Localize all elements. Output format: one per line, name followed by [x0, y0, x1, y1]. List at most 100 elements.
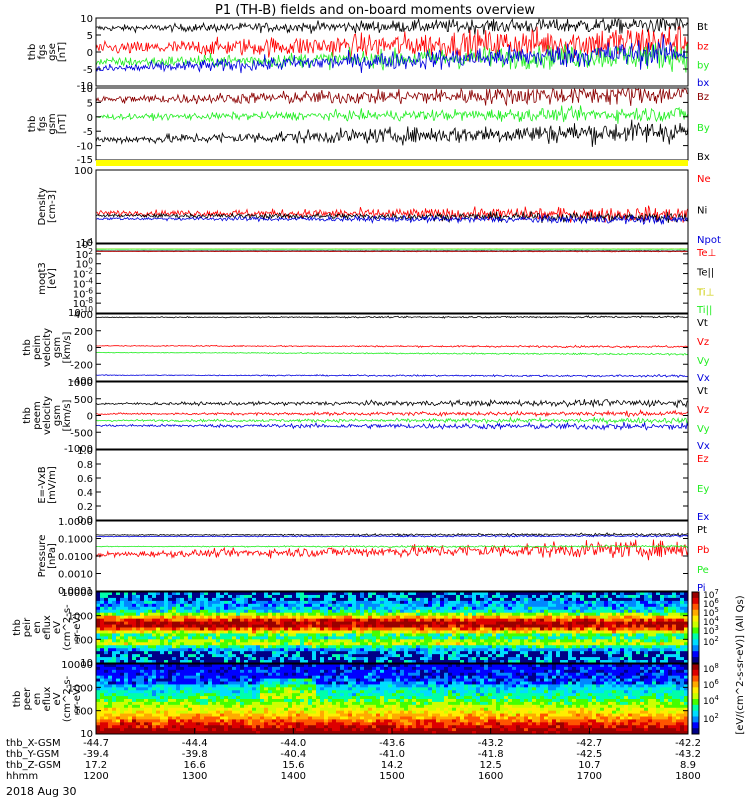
series-line-Vy [95, 351, 689, 356]
heatmap-cell [520, 592, 525, 596]
heatmap-cell [664, 609, 669, 614]
heatmap-cell [600, 645, 605, 649]
heatmap-cell [328, 615, 333, 620]
heatmap-cell [664, 657, 669, 661]
heatmap-cell [104, 639, 109, 643]
heatmap-cell [156, 675, 161, 679]
heatmap-cell [384, 615, 389, 620]
heatmap-cell [676, 654, 681, 658]
heatmap-cell [104, 725, 109, 729]
heatmap-cell [300, 597, 305, 602]
heatmap-cell [164, 681, 169, 685]
heatmap-cell [624, 654, 629, 658]
heatmap-cell [160, 716, 165, 720]
heatmap-cell [236, 707, 241, 712]
heatmap-cell [176, 660, 181, 664]
heatmap-cell [352, 627, 357, 631]
heatmap-cell [328, 603, 333, 608]
heatmap-cell [284, 716, 289, 720]
heatmap-cell [144, 633, 149, 637]
heatmap-cell [308, 592, 313, 596]
heatmap-cell [452, 630, 457, 634]
heatmap-cell [284, 719, 289, 723]
heatmap-cell [580, 592, 585, 596]
heatmap-cell [256, 648, 261, 652]
heatmap-cell [656, 633, 661, 637]
heatmap-cell [524, 594, 529, 599]
heatmap-cell [648, 642, 653, 646]
heatmap-cell [128, 675, 133, 679]
heatmap-cell [448, 654, 453, 658]
heatmap-cell [184, 645, 189, 649]
heatmap-cell [168, 654, 173, 658]
heatmap-cell [216, 704, 221, 709]
heatmap-cell [184, 696, 189, 700]
heatmap-cell [508, 660, 513, 664]
heatmap-cell [160, 664, 165, 668]
heatmap-cell [148, 648, 153, 652]
heatmap-cell [252, 722, 257, 726]
heatmap-cell [544, 621, 549, 625]
heatmap-cell [504, 648, 509, 652]
heatmap-cell [100, 630, 105, 634]
heatmap-cell [108, 657, 113, 661]
heatmap-cell [480, 633, 485, 637]
heatmap-cell [196, 713, 201, 717]
heatmap-cell [604, 600, 609, 605]
heatmap-cell [244, 693, 249, 697]
heatmap-cell [532, 654, 537, 658]
heatmap-cell [420, 648, 425, 652]
heatmap-cell [368, 615, 373, 620]
heatmap-cell [112, 648, 117, 652]
heatmap-cell [436, 624, 441, 628]
heatmap-cell [152, 618, 157, 622]
heatmap-cell [408, 648, 413, 652]
heatmap-cell [216, 713, 221, 717]
heatmap-cell [228, 621, 233, 625]
heatmap-cell [320, 597, 325, 602]
heatmap-cell [172, 642, 177, 646]
heatmap-cell [128, 722, 133, 726]
heatmap-cell [132, 693, 137, 697]
heatmap-cell [224, 618, 229, 622]
heatmap-cell [324, 642, 329, 646]
heatmap-cell [328, 592, 333, 596]
heatmap-cell [140, 681, 145, 685]
heatmap-cell [248, 633, 253, 637]
heatmap-cell [276, 672, 281, 677]
heatmap-cell [288, 722, 293, 726]
heatmap-cell [192, 704, 197, 709]
heatmap-cell [352, 636, 357, 640]
heatmap-cell [112, 719, 117, 723]
heatmap-cell [168, 687, 173, 691]
heatmap-cell [440, 618, 445, 622]
heatmap-cell [192, 664, 197, 668]
heatmap-cell [316, 645, 321, 649]
heatmap-cell [224, 699, 229, 703]
heatmap-cell [580, 645, 585, 649]
heatmap-cell [432, 645, 437, 649]
heatmap-cell [376, 660, 381, 664]
heatmap-cell [588, 600, 593, 605]
heatmap-cell [616, 648, 621, 652]
heatmap-cell [108, 645, 113, 649]
heatmap-cell [148, 716, 153, 720]
heatmap-cell [420, 627, 425, 631]
heatmap-cell [236, 651, 241, 655]
heatmap-cell [644, 636, 649, 640]
heatmap-cell [440, 597, 445, 602]
heatmap-cell [108, 704, 113, 709]
heatmap-cell [456, 615, 461, 620]
heatmap-cell [208, 639, 213, 643]
heatmap-cell [432, 618, 437, 622]
heatmap-cell [272, 642, 277, 646]
heatmap-cell [212, 609, 217, 614]
heatmap-cell [328, 645, 333, 649]
heatmap-cell [572, 657, 577, 661]
heatmap-cell [568, 630, 573, 634]
heatmap-cell [476, 636, 481, 640]
heatmap-cell [336, 651, 341, 655]
heatmap-cell [552, 660, 557, 664]
heatmap-cell [180, 731, 185, 735]
heatmap-cell [468, 654, 473, 658]
